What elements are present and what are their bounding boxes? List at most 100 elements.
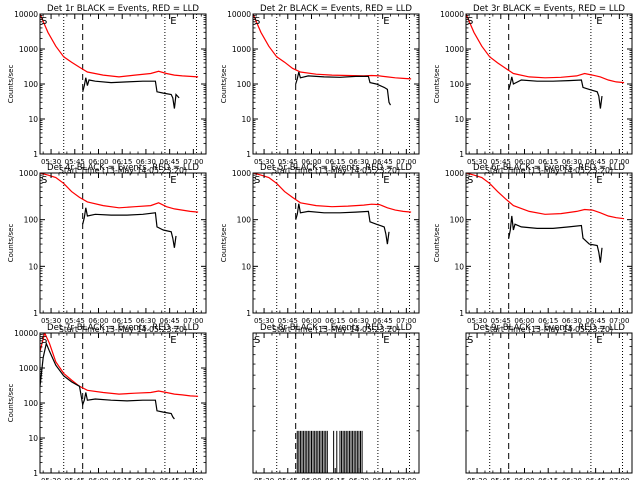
y-tick-label: 1 (33, 309, 38, 318)
x-tick-label: 06:45 (586, 317, 606, 325)
events-series-line (295, 203, 390, 245)
y-tick-label: 100 (237, 80, 252, 89)
y-tick-label: 10 (28, 115, 38, 124)
plot-frame (39, 13, 207, 155)
x-tick-label: 05:30 (41, 158, 61, 166)
plot-area (40, 333, 199, 473)
lld-series-line (40, 333, 199, 397)
plot-frame (465, 13, 633, 155)
x-tick-label: 06:45 (586, 158, 606, 166)
start-marker-label: S (41, 335, 47, 346)
chart-title: Det 3r BLACK = Events, RED = LLD (473, 4, 625, 14)
end-marker-label: E (596, 175, 602, 186)
chart-title: Det 1r BLACK = Events, RED = LLD (47, 4, 199, 14)
x-tick-label: 06:30 (136, 158, 156, 166)
x-tick-label: 05:30 (41, 477, 61, 480)
x-tick-label: 05:30 (467, 158, 487, 166)
x-tick-label: 06:30 (562, 477, 582, 480)
x-tick-label: 05:45 (491, 158, 511, 166)
events-series-line (295, 71, 392, 106)
x-tick-label: 06:00 (88, 317, 108, 325)
end-marker-label: E (170, 175, 176, 186)
plot-frame (465, 172, 633, 314)
x-tick-label: 06:00 (88, 158, 108, 166)
y-tick-label: 1000 (445, 45, 464, 54)
x-axis-label: Start Time (13-May-14 05:23:20) (485, 325, 613, 334)
y-axis-label: Counts/sec (7, 224, 15, 263)
y-tick-label: 10 (28, 434, 38, 443)
y-axis-label: Counts/sec (220, 65, 228, 104)
start-marker-label: S (254, 16, 260, 27)
start-marker-label: S (254, 335, 260, 346)
x-tick-label: 05:30 (254, 317, 274, 325)
x-tick-label: 07:00 (396, 317, 416, 325)
y-tick-label: 1000 (19, 45, 38, 54)
start-marker-label: S (254, 175, 260, 186)
y-tick-label: 1 (246, 150, 251, 159)
y-tick-label: 1 (33, 469, 38, 478)
x-tick-label: 05:45 (491, 477, 511, 480)
x-tick-label: 06:00 (514, 158, 534, 166)
plot-area (40, 173, 199, 313)
x-tick-label: 06:45 (373, 477, 393, 480)
y-tick-label: 10000 (440, 10, 464, 19)
plot-area (466, 173, 625, 313)
y-tick-label: 1 (33, 150, 38, 159)
chart-title: Det 8r BLACK = Events, RED = LLD (260, 323, 412, 333)
x-tick-label: 05:45 (278, 158, 298, 166)
y-tick-label: 10 (454, 262, 464, 271)
x-tick-label: 06:15 (538, 317, 558, 325)
end-marker-label: E (596, 335, 602, 346)
plot-frame (252, 13, 420, 155)
x-tick-label: 06:15 (112, 477, 132, 480)
x-tick-label: 07:00 (183, 317, 203, 325)
x-tick-label: 05:45 (65, 477, 85, 480)
plot-area (40, 14, 199, 154)
lld-series-line (466, 14, 625, 84)
x-tick-label: 06:15 (538, 477, 558, 480)
y-tick-label: 1 (459, 309, 464, 318)
x-tick-label: 05:30 (254, 477, 274, 480)
events-series-line (82, 207, 177, 248)
plot-area (276, 333, 411, 473)
y-tick-label: 1000 (232, 169, 251, 178)
y-tick-label: 10000 (14, 10, 38, 19)
x-tick-label: 05:45 (278, 317, 298, 325)
x-tick-label: 06:45 (160, 158, 180, 166)
end-marker-label: E (383, 335, 389, 346)
end-marker-label: E (596, 16, 602, 27)
x-tick-label: 06:15 (325, 477, 345, 480)
x-tick-label: 06:15 (325, 158, 345, 166)
x-tick-label: 06:45 (586, 477, 606, 480)
y-tick-label: 100 (24, 216, 39, 225)
y-tick-label: 10 (241, 115, 251, 124)
y-axis-label: Counts/sec (7, 384, 15, 423)
y-tick-label: 10000 (227, 10, 251, 19)
x-tick-label: 06:00 (514, 477, 534, 480)
x-tick-label: 07:00 (183, 477, 203, 480)
chart-title: Det 7r BLACK = Events, RED = LLD (47, 323, 199, 333)
y-tick-label: 10000 (14, 329, 38, 338)
x-tick-label: 06:15 (112, 158, 132, 166)
x-tick-label: 06:00 (514, 317, 534, 325)
x-axis-label: Start Time (13-May-14 05:23:20) (59, 166, 187, 175)
y-tick-label: 1000 (445, 169, 464, 178)
x-axis-label: Start Time (13-May-14 05:23:20) (272, 325, 400, 334)
y-tick-label: 100 (450, 216, 465, 225)
plot-frame (252, 172, 420, 314)
lld-series-line (253, 14, 412, 80)
x-tick-label: 06:45 (373, 317, 393, 325)
x-tick-label: 06:30 (562, 158, 582, 166)
plot-area (253, 14, 412, 154)
y-tick-label: 1 (459, 150, 464, 159)
x-tick-label: 07:00 (183, 158, 203, 166)
x-tick-label: 07:00 (609, 477, 629, 480)
x-axis-label: Start Time (13-May-14 05:23:20) (485, 166, 613, 175)
